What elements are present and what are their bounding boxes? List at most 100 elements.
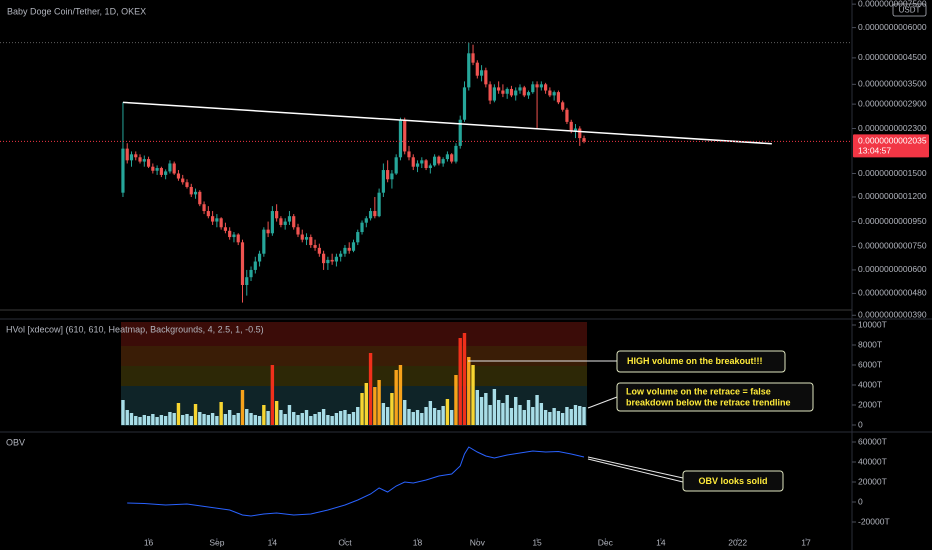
candle-body bbox=[497, 87, 501, 91]
volume-bar bbox=[467, 357, 471, 425]
y-tick-label: 0.0000000000390 bbox=[858, 310, 927, 320]
volume-bar bbox=[565, 407, 569, 425]
candle-body bbox=[573, 128, 578, 131]
x-tick-label: 15 bbox=[532, 537, 542, 547]
candle-body bbox=[146, 159, 151, 167]
candle-body bbox=[275, 211, 279, 219]
volume-bar bbox=[121, 400, 125, 425]
volume-bar bbox=[484, 393, 488, 425]
volume-bar bbox=[142, 415, 146, 425]
candle-body bbox=[287, 216, 292, 222]
y-tick-label: 2000T bbox=[858, 399, 882, 409]
volume-bar bbox=[364, 383, 368, 425]
candle-body bbox=[279, 218, 283, 225]
volume-bar bbox=[168, 412, 172, 425]
candle-body bbox=[377, 192, 381, 217]
candle-body bbox=[142, 159, 146, 162]
volume-bar bbox=[257, 416, 262, 425]
volume-bar bbox=[496, 400, 501, 425]
price-badge-label: 0.0000000002035 bbox=[858, 136, 927, 146]
volume-bar bbox=[176, 403, 181, 425]
volume-bar bbox=[428, 401, 433, 425]
volume-bar bbox=[300, 413, 304, 425]
y-tick-label: 0.0000000007500 bbox=[858, 0, 927, 8]
volume-bar bbox=[548, 412, 552, 425]
candle-body bbox=[198, 191, 202, 205]
candle-body bbox=[309, 237, 313, 246]
volume-bar bbox=[163, 416, 168, 425]
x-tick-label: Nov bbox=[470, 537, 486, 547]
volume-bar bbox=[526, 400, 531, 425]
y-tick-label: 0.0000000000750 bbox=[858, 241, 927, 251]
candle-body bbox=[386, 170, 390, 180]
candle-body bbox=[450, 154, 454, 162]
candle-body bbox=[437, 156, 441, 164]
candle-body bbox=[531, 84, 535, 93]
y-tick-label: 0.0000000001500 bbox=[858, 168, 927, 178]
x-tick-label: Dec bbox=[598, 537, 614, 547]
volume-bar bbox=[403, 400, 407, 425]
volume-bar bbox=[539, 403, 544, 425]
volume-bar bbox=[582, 407, 586, 425]
band-medium bbox=[121, 366, 587, 386]
volume-bar bbox=[292, 412, 296, 425]
volume-bar bbox=[296, 415, 300, 425]
x-tick-label: 14 bbox=[268, 537, 278, 547]
x-tick-label: 2022 bbox=[728, 537, 747, 547]
volume-bar bbox=[330, 416, 334, 425]
candle-body bbox=[236, 234, 240, 243]
candle-body bbox=[168, 163, 172, 172]
callout-text: Low volume on the retrace = false bbox=[626, 386, 771, 396]
volume-bar bbox=[578, 406, 582, 425]
volume-bar bbox=[462, 333, 467, 425]
volume-bar bbox=[215, 416, 219, 425]
candle-body bbox=[514, 90, 518, 96]
candle-body bbox=[300, 234, 304, 240]
candle-body bbox=[561, 102, 565, 110]
volume-bar bbox=[509, 408, 514, 425]
candle-body bbox=[330, 259, 334, 262]
y-tick-label: 20000T bbox=[858, 476, 887, 486]
x-tick-label: 14 bbox=[656, 537, 666, 547]
candle-body bbox=[129, 154, 134, 161]
candle-body bbox=[552, 92, 556, 96]
volume-bar bbox=[351, 412, 356, 425]
candle-body bbox=[420, 160, 424, 164]
candle-body bbox=[322, 253, 326, 264]
candle-body bbox=[240, 242, 245, 285]
x-tick-label: Sep bbox=[209, 537, 224, 547]
y-tick-label: 0.0000000000950 bbox=[858, 216, 927, 226]
candle-body bbox=[257, 253, 262, 262]
candle-body bbox=[364, 218, 368, 223]
candle-body bbox=[262, 229, 266, 254]
candle-body bbox=[471, 53, 475, 63]
y-tick-label: 60000T bbox=[858, 436, 887, 446]
volume-bar bbox=[373, 387, 377, 425]
volume-bar bbox=[206, 415, 211, 425]
candle-body bbox=[569, 121, 573, 131]
candle-body bbox=[565, 109, 569, 122]
candle-body bbox=[522, 87, 526, 96]
currency-badge[interactable] bbox=[892, 3, 927, 17]
candle-body bbox=[134, 154, 138, 158]
volume-bar bbox=[279, 410, 283, 425]
volume-bar bbox=[556, 411, 561, 425]
volume-bar bbox=[514, 397, 518, 425]
volume-bar bbox=[505, 395, 509, 425]
candle-body bbox=[172, 163, 176, 174]
volume-bar bbox=[381, 403, 386, 425]
volume-bar bbox=[266, 411, 270, 425]
candle-body bbox=[215, 218, 219, 222]
candle-body bbox=[181, 178, 185, 183]
volume-bar bbox=[125, 410, 129, 425]
candle-body bbox=[164, 171, 168, 175]
callout-text: breakdown below the retrace trendline bbox=[626, 397, 791, 407]
band-extreme bbox=[121, 322, 587, 346]
candle-body bbox=[488, 84, 492, 101]
candle-body bbox=[223, 227, 228, 231]
currency-label: USDT bbox=[899, 6, 921, 15]
callout-box bbox=[616, 382, 814, 412]
candle-body bbox=[206, 211, 210, 217]
